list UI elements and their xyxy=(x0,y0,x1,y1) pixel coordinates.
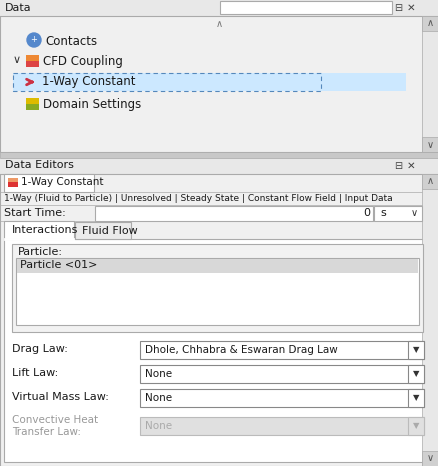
Bar xyxy=(421,16,438,31)
Text: ∨: ∨ xyxy=(425,140,433,150)
Bar xyxy=(407,341,423,359)
Text: 1-Way Constant: 1-Way Constant xyxy=(42,75,135,88)
Text: Lift Law:: Lift Law: xyxy=(12,368,58,378)
Text: ⊟: ⊟ xyxy=(393,161,401,171)
Text: ∧: ∧ xyxy=(425,18,433,28)
Bar xyxy=(17,259,417,273)
Text: ∧: ∧ xyxy=(425,176,433,186)
Text: Dhole, Chhabra & Eswaran Drag Law: Dhole, Chhabra & Eswaran Drag Law xyxy=(145,345,337,355)
Bar xyxy=(95,206,372,221)
Text: None: None xyxy=(145,421,172,431)
Text: ∨: ∨ xyxy=(425,453,433,463)
Text: Data: Data xyxy=(5,3,32,13)
Bar xyxy=(0,152,438,158)
Bar xyxy=(12,244,422,332)
Bar xyxy=(8,178,18,182)
Bar xyxy=(421,137,438,152)
Text: +: + xyxy=(31,35,37,44)
Bar xyxy=(13,73,320,91)
Bar xyxy=(16,258,418,325)
Text: Domain Settings: Domain Settings xyxy=(43,98,141,111)
Circle shape xyxy=(27,33,41,47)
Text: ✕: ✕ xyxy=(406,3,414,13)
Bar xyxy=(8,178,18,187)
Text: Fluid Flow: Fluid Flow xyxy=(82,226,138,236)
Text: ∧: ∧ xyxy=(215,19,222,29)
Bar xyxy=(421,451,438,466)
Text: ▼: ▼ xyxy=(412,345,418,355)
Bar xyxy=(75,222,131,239)
Bar xyxy=(407,389,423,407)
Text: Particle <01>: Particle <01> xyxy=(20,260,97,270)
Text: ⊟: ⊟ xyxy=(393,3,401,13)
Text: s: s xyxy=(379,208,385,218)
Text: None: None xyxy=(145,393,172,403)
Bar xyxy=(4,221,74,239)
Text: 0: 0 xyxy=(362,208,369,218)
Bar xyxy=(421,174,438,189)
Bar xyxy=(26,55,39,61)
Bar xyxy=(421,16,438,152)
Text: CFD Coupling: CFD Coupling xyxy=(43,55,123,68)
Bar xyxy=(421,174,438,466)
Bar xyxy=(140,417,423,435)
Bar xyxy=(0,158,438,466)
Bar xyxy=(4,239,434,462)
Text: ▼: ▼ xyxy=(412,370,418,378)
Text: Virtual Mass Law:: Virtual Mass Law: xyxy=(12,392,109,402)
Bar xyxy=(140,341,423,359)
Bar xyxy=(407,417,423,435)
Bar xyxy=(219,1,391,14)
Bar xyxy=(140,389,423,407)
Bar xyxy=(140,365,423,383)
Text: Data Editors: Data Editors xyxy=(5,160,74,170)
Text: None: None xyxy=(145,369,172,379)
Text: ▼: ▼ xyxy=(412,422,418,431)
Text: Start Time:: Start Time: xyxy=(4,208,66,218)
Bar xyxy=(4,174,94,192)
Text: ∨: ∨ xyxy=(13,55,21,65)
Bar xyxy=(13,73,405,91)
Text: ▼: ▼ xyxy=(412,393,418,403)
Text: Interactions: Interactions xyxy=(12,225,78,235)
Text: ✕: ✕ xyxy=(406,161,414,171)
Text: Convective Heat
Transfer Law:: Convective Heat Transfer Law: xyxy=(12,415,98,437)
Bar xyxy=(0,0,438,152)
Bar xyxy=(26,55,39,67)
Bar xyxy=(373,206,421,221)
Text: 1-Way Constant: 1-Way Constant xyxy=(21,177,103,187)
Text: Particle:: Particle: xyxy=(18,247,63,257)
Text: Contacts: Contacts xyxy=(45,35,97,48)
Bar xyxy=(0,158,438,174)
Bar xyxy=(407,365,423,383)
Text: ∨: ∨ xyxy=(410,208,417,218)
Text: 1-Way (Fluid to Particle) | Unresolved | Steady State | Constant Flow Field | In: 1-Way (Fluid to Particle) | Unresolved |… xyxy=(4,194,392,203)
Text: Drag Law:: Drag Law: xyxy=(12,344,68,354)
Bar xyxy=(26,98,39,104)
Bar xyxy=(26,98,39,110)
Bar xyxy=(0,0,438,16)
